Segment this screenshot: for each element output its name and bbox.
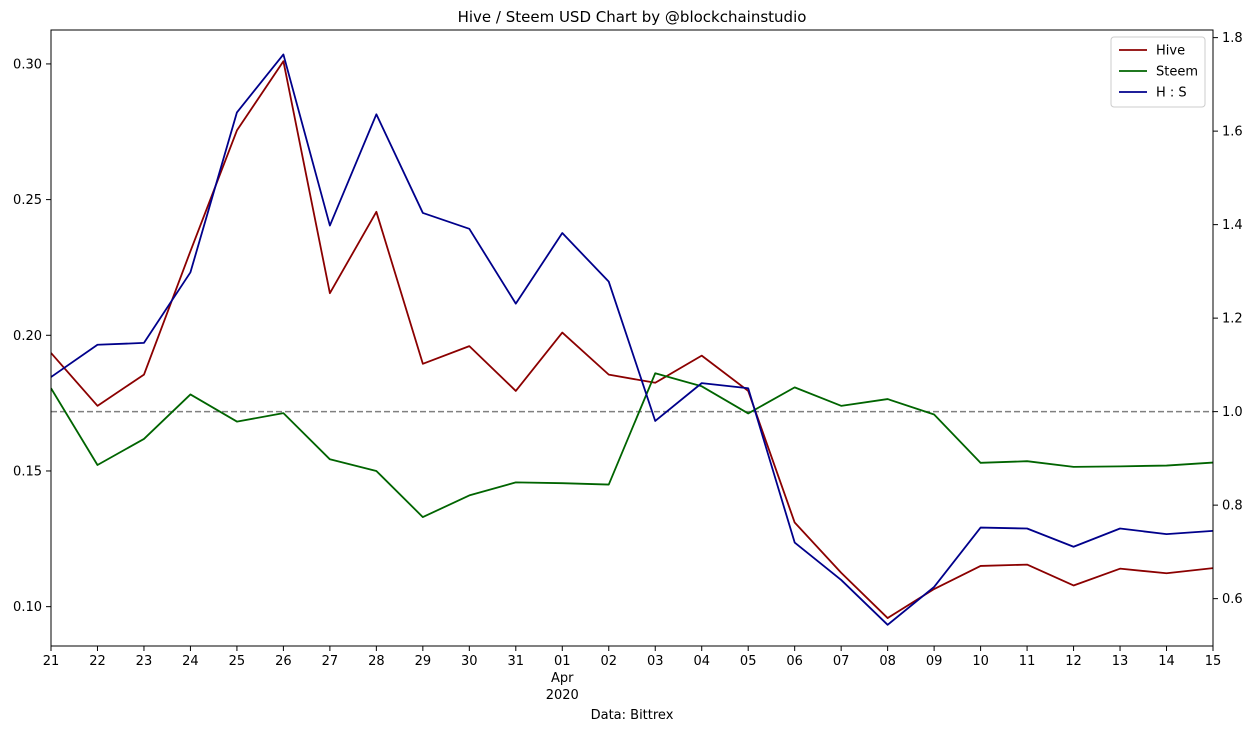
y-tick-label: 0.30 xyxy=(13,57,42,72)
x-tick-label: 09 xyxy=(926,654,943,669)
x-tick-label: 28 xyxy=(368,654,385,669)
x-month-label: Apr xyxy=(551,671,574,686)
x-tick-label: 22 xyxy=(89,654,106,669)
x-tick-label: 01 xyxy=(554,654,571,669)
y2-tick-label: 1.0 xyxy=(1222,405,1243,420)
x-tick-label: 12 xyxy=(1065,654,1082,669)
x-tick-label: 23 xyxy=(136,654,153,669)
y-tick-label: 0.10 xyxy=(13,600,42,615)
x-tick-label: 21 xyxy=(43,654,60,669)
legend: Hive Steem H : S xyxy=(1110,36,1206,108)
x-tick-label: 03 xyxy=(647,654,664,669)
y-tick-label: 0.20 xyxy=(13,329,42,344)
x-tick-label: 02 xyxy=(600,654,617,669)
x-tick-label: 08 xyxy=(879,654,896,669)
y2-tick-label: 1.6 xyxy=(1222,125,1243,140)
y-tick-label: 0.25 xyxy=(13,193,42,208)
chart-title: Hive / Steem USD Chart by @blockchainstu… xyxy=(458,8,807,26)
x-tick-label: 15 xyxy=(1205,654,1222,669)
x-tick-label: 07 xyxy=(833,654,850,669)
legend-label-1: Steem xyxy=(1156,65,1198,80)
x-tick-label: 25 xyxy=(229,654,246,669)
y2-tick-label: 0.6 xyxy=(1222,592,1243,607)
x-tick-label: 11 xyxy=(1019,654,1036,669)
y2-tick-label: 1.4 xyxy=(1222,218,1243,233)
y2-tick-label: 1.8 xyxy=(1222,31,1243,46)
x-tick-label: 04 xyxy=(693,654,710,669)
y2-tick-label: 0.8 xyxy=(1222,499,1243,514)
x-tick-label: 10 xyxy=(972,654,989,669)
x-tick-label: 06 xyxy=(786,654,803,669)
legend-label-2: H : S xyxy=(1156,86,1187,101)
x-tick-label: 29 xyxy=(415,654,432,669)
x-tick-label: 26 xyxy=(275,654,292,669)
series-line-1 xyxy=(51,372,1213,518)
x-year-label: 2020 xyxy=(546,688,579,703)
plot-frame xyxy=(50,29,1214,647)
series-line-2 xyxy=(51,53,1213,626)
plot-lines xyxy=(51,53,1213,626)
series-line-0 xyxy=(51,60,1213,619)
x-axis-label: Data: Bittrex xyxy=(591,708,674,723)
legend-label-0: Hive xyxy=(1156,44,1185,59)
x-tick-label: 27 xyxy=(322,654,339,669)
x-tick-label: 24 xyxy=(182,654,199,669)
x-tick-label: 14 xyxy=(1158,654,1175,669)
y2-tick-label: 1.2 xyxy=(1222,312,1243,327)
axes: 21 22 23 24 25 26 27 28 29 30 31 01 02 03 04 05 06 07 08 09… xyxy=(13,29,1243,703)
legend-box xyxy=(1110,36,1206,108)
x-tick-label: 05 xyxy=(740,654,757,669)
plot-area xyxy=(51,53,1213,626)
x-tick-label: 31 xyxy=(508,654,525,669)
x-tick-label: 13 xyxy=(1112,654,1129,669)
y-tick-label: 0.15 xyxy=(13,464,42,479)
x-tick-label: 30 xyxy=(461,654,478,669)
